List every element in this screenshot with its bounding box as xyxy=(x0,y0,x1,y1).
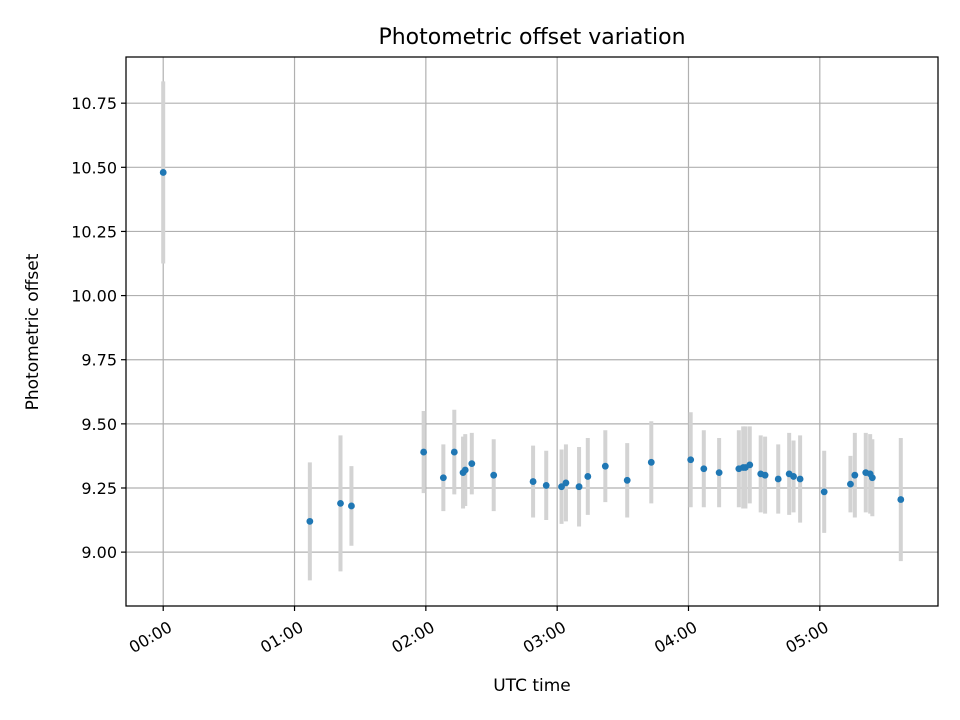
y-tick-label: 10.75 xyxy=(71,94,117,113)
data-points xyxy=(159,169,905,525)
data-point xyxy=(687,456,695,464)
data-point xyxy=(601,462,609,470)
data-point xyxy=(715,469,723,476)
x-axis-label: UTC time xyxy=(493,676,571,696)
data-point xyxy=(337,499,344,507)
data-point xyxy=(746,461,754,469)
y-axis-ticks: 9.00 9.25 9.50 9.75 10.00 10.25 10.50 10.75 xyxy=(71,94,126,562)
data-point xyxy=(450,448,458,456)
data-point xyxy=(897,496,905,503)
data-point xyxy=(647,458,655,466)
data-point xyxy=(851,471,859,479)
data-point xyxy=(529,478,537,485)
data-point xyxy=(774,475,782,483)
y-axis-label: Photometric offset xyxy=(23,253,43,410)
data-point xyxy=(490,471,498,479)
data-point xyxy=(468,460,476,468)
data-point xyxy=(558,483,565,491)
y-tick-label: 10.00 xyxy=(71,287,117,306)
y-tick-label: 9.25 xyxy=(81,479,117,498)
plot-frame xyxy=(125,56,939,607)
data-point xyxy=(159,169,167,176)
data-point xyxy=(439,474,447,482)
data-point xyxy=(847,480,854,488)
y-tick-label: 9.50 xyxy=(81,415,117,434)
y-tick-label: 9.00 xyxy=(81,543,117,562)
data-point xyxy=(796,475,804,483)
data-point xyxy=(820,488,828,496)
data-point xyxy=(306,517,314,525)
data-point xyxy=(700,465,708,473)
data-point xyxy=(542,482,550,489)
y-tick-label: 10.50 xyxy=(71,158,117,177)
data-point xyxy=(623,476,631,484)
data-point xyxy=(420,448,428,456)
chart-title: Photometric offset variation xyxy=(378,25,685,50)
data-point xyxy=(868,474,876,482)
data-point xyxy=(461,466,469,474)
data-point xyxy=(761,471,769,479)
data-point xyxy=(562,479,570,487)
y-tick-label: 9.75 xyxy=(81,351,117,370)
data-point xyxy=(575,483,583,491)
y-tick-label: 10.25 xyxy=(71,222,117,241)
data-point xyxy=(790,473,797,480)
data-point xyxy=(584,473,592,480)
data-point xyxy=(348,502,355,510)
